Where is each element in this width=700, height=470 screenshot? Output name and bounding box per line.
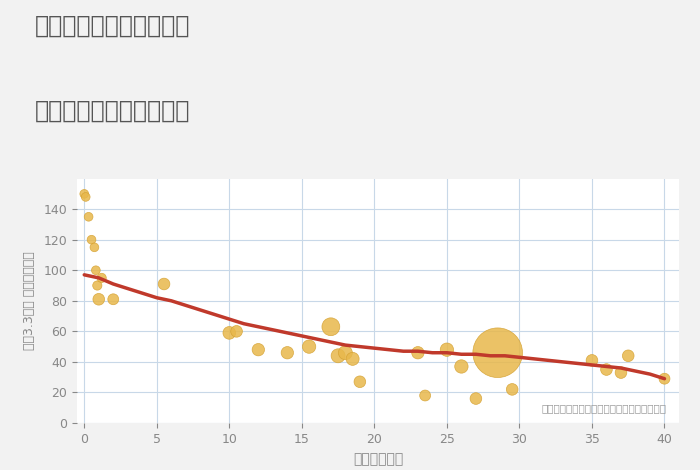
Point bbox=[158, 280, 169, 288]
Point bbox=[93, 296, 104, 303]
Point bbox=[78, 190, 90, 197]
X-axis label: 築年数（年）: 築年数（年） bbox=[353, 453, 403, 467]
Point bbox=[587, 357, 598, 364]
Point bbox=[96, 274, 107, 282]
Point bbox=[347, 355, 358, 363]
Point bbox=[92, 282, 103, 289]
Point bbox=[90, 266, 101, 274]
Point bbox=[601, 366, 612, 373]
Text: 築年数別中古戸建て価格: 築年数別中古戸建て価格 bbox=[35, 99, 190, 123]
Text: 円の大きさは、取引のあった物件面積を示す: 円の大きさは、取引のあった物件面積を示す bbox=[542, 403, 667, 413]
Point bbox=[470, 395, 482, 402]
Y-axis label: 坪（3.3㎡） 単価（万円）: 坪（3.3㎡） 単価（万円） bbox=[24, 251, 36, 350]
Point bbox=[622, 352, 634, 360]
Point bbox=[304, 343, 315, 351]
Point bbox=[354, 378, 365, 385]
Point bbox=[412, 349, 423, 357]
Point bbox=[456, 363, 467, 370]
Point bbox=[83, 213, 94, 220]
Point bbox=[659, 375, 670, 383]
Point bbox=[492, 349, 503, 357]
Point bbox=[224, 329, 235, 337]
Point bbox=[86, 236, 97, 243]
Point bbox=[507, 385, 518, 393]
Point bbox=[332, 352, 344, 360]
Point bbox=[253, 346, 264, 353]
Point bbox=[615, 369, 626, 376]
Point bbox=[419, 392, 430, 399]
Point bbox=[231, 328, 242, 335]
Text: 兵庫県明石市南貴崎町の: 兵庫県明石市南貴崎町の bbox=[35, 14, 190, 38]
Point bbox=[326, 323, 337, 330]
Point bbox=[89, 243, 100, 251]
Point bbox=[340, 349, 351, 357]
Point bbox=[281, 349, 293, 357]
Point bbox=[108, 296, 119, 303]
Point bbox=[80, 193, 91, 201]
Point bbox=[441, 346, 452, 353]
